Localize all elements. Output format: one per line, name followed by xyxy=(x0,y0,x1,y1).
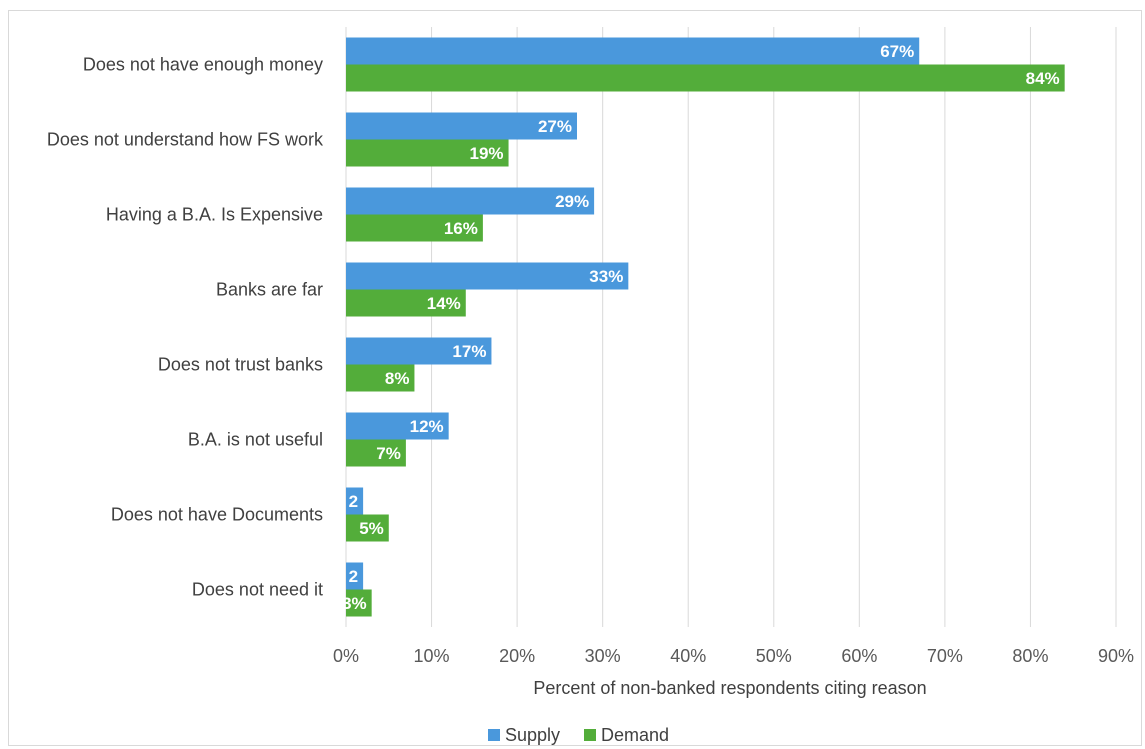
data-label-demand: 3% xyxy=(342,594,367,613)
data-label-supply: 2 xyxy=(349,492,358,511)
x-tick-label: 30% xyxy=(585,646,621,666)
data-label-supply: 67% xyxy=(880,42,914,61)
bar-demand xyxy=(346,514,389,542)
bar-supply xyxy=(346,562,364,590)
category-label: Does not need it xyxy=(192,580,323,600)
x-tick-labels: 0% 10% 20% 30% 40% 50% 60% 70% 80% 90% xyxy=(333,646,1134,666)
data-label-demand: 8% xyxy=(385,369,410,388)
data-label-demand: 7% xyxy=(376,444,401,463)
data-label-supply: 27% xyxy=(538,117,572,136)
x-tick-label: 20% xyxy=(499,646,535,666)
category-label: Banks are far xyxy=(216,280,323,300)
category-label: B.A. is not useful xyxy=(188,430,323,450)
data-label-demand: 16% xyxy=(444,219,478,238)
data-label-supply: 2 xyxy=(349,567,358,586)
x-axis-title: Percent of non-banked respondents citing… xyxy=(533,678,926,698)
bar-demand xyxy=(346,289,466,317)
bar-supply xyxy=(346,112,577,140)
x-tick-label: 0% xyxy=(333,646,359,666)
data-label-supply: 17% xyxy=(452,342,486,361)
bar-supply xyxy=(346,262,629,290)
bar-demand xyxy=(346,214,483,242)
legend-swatch-demand xyxy=(584,729,596,741)
data-label-supply: 29% xyxy=(555,192,589,211)
legend: Supply Demand xyxy=(488,725,669,745)
x-tick-label: 70% xyxy=(927,646,963,666)
bar-supply xyxy=(346,187,595,215)
data-label-demand: 19% xyxy=(470,144,504,163)
x-tick-label: 40% xyxy=(670,646,706,666)
data-label-demand: 84% xyxy=(1026,69,1060,88)
category-label: Does not have enough money xyxy=(83,55,323,75)
legend-label-supply: Supply xyxy=(505,725,560,745)
category-label: Having a B.A. Is Expensive xyxy=(106,205,323,225)
category-label: Does not understand how FS work xyxy=(47,130,324,150)
x-tick-label: 50% xyxy=(756,646,792,666)
bar-supply xyxy=(346,412,449,440)
data-label-supply: 33% xyxy=(589,267,623,286)
category-label: Does not have Documents xyxy=(111,505,323,525)
x-tick-label: 90% xyxy=(1098,646,1134,666)
bar-supply xyxy=(346,37,920,65)
legend-swatch-supply xyxy=(488,729,500,741)
bar-supply xyxy=(346,337,492,365)
x-tick-label: 60% xyxy=(841,646,877,666)
x-tick-label: 80% xyxy=(1012,646,1048,666)
bar-supply xyxy=(346,487,364,515)
category-labels: Does not have enough money Does not under… xyxy=(47,55,324,600)
bar-demand xyxy=(346,139,509,167)
category-label: Does not trust banks xyxy=(158,355,323,375)
data-label-demand: 14% xyxy=(427,294,461,313)
bars: 67%84%27%19%29%16%33%14%17%8%12%7%25%23% xyxy=(342,37,1065,617)
bar-demand xyxy=(346,64,1065,92)
bar-demand xyxy=(346,439,406,467)
bar-demand xyxy=(346,364,415,392)
x-tick-label: 10% xyxy=(414,646,450,666)
legend-label-demand: Demand xyxy=(601,725,669,745)
bar-demand xyxy=(346,589,372,617)
data-label-supply: 12% xyxy=(410,417,444,436)
data-label-demand: 5% xyxy=(359,519,384,538)
